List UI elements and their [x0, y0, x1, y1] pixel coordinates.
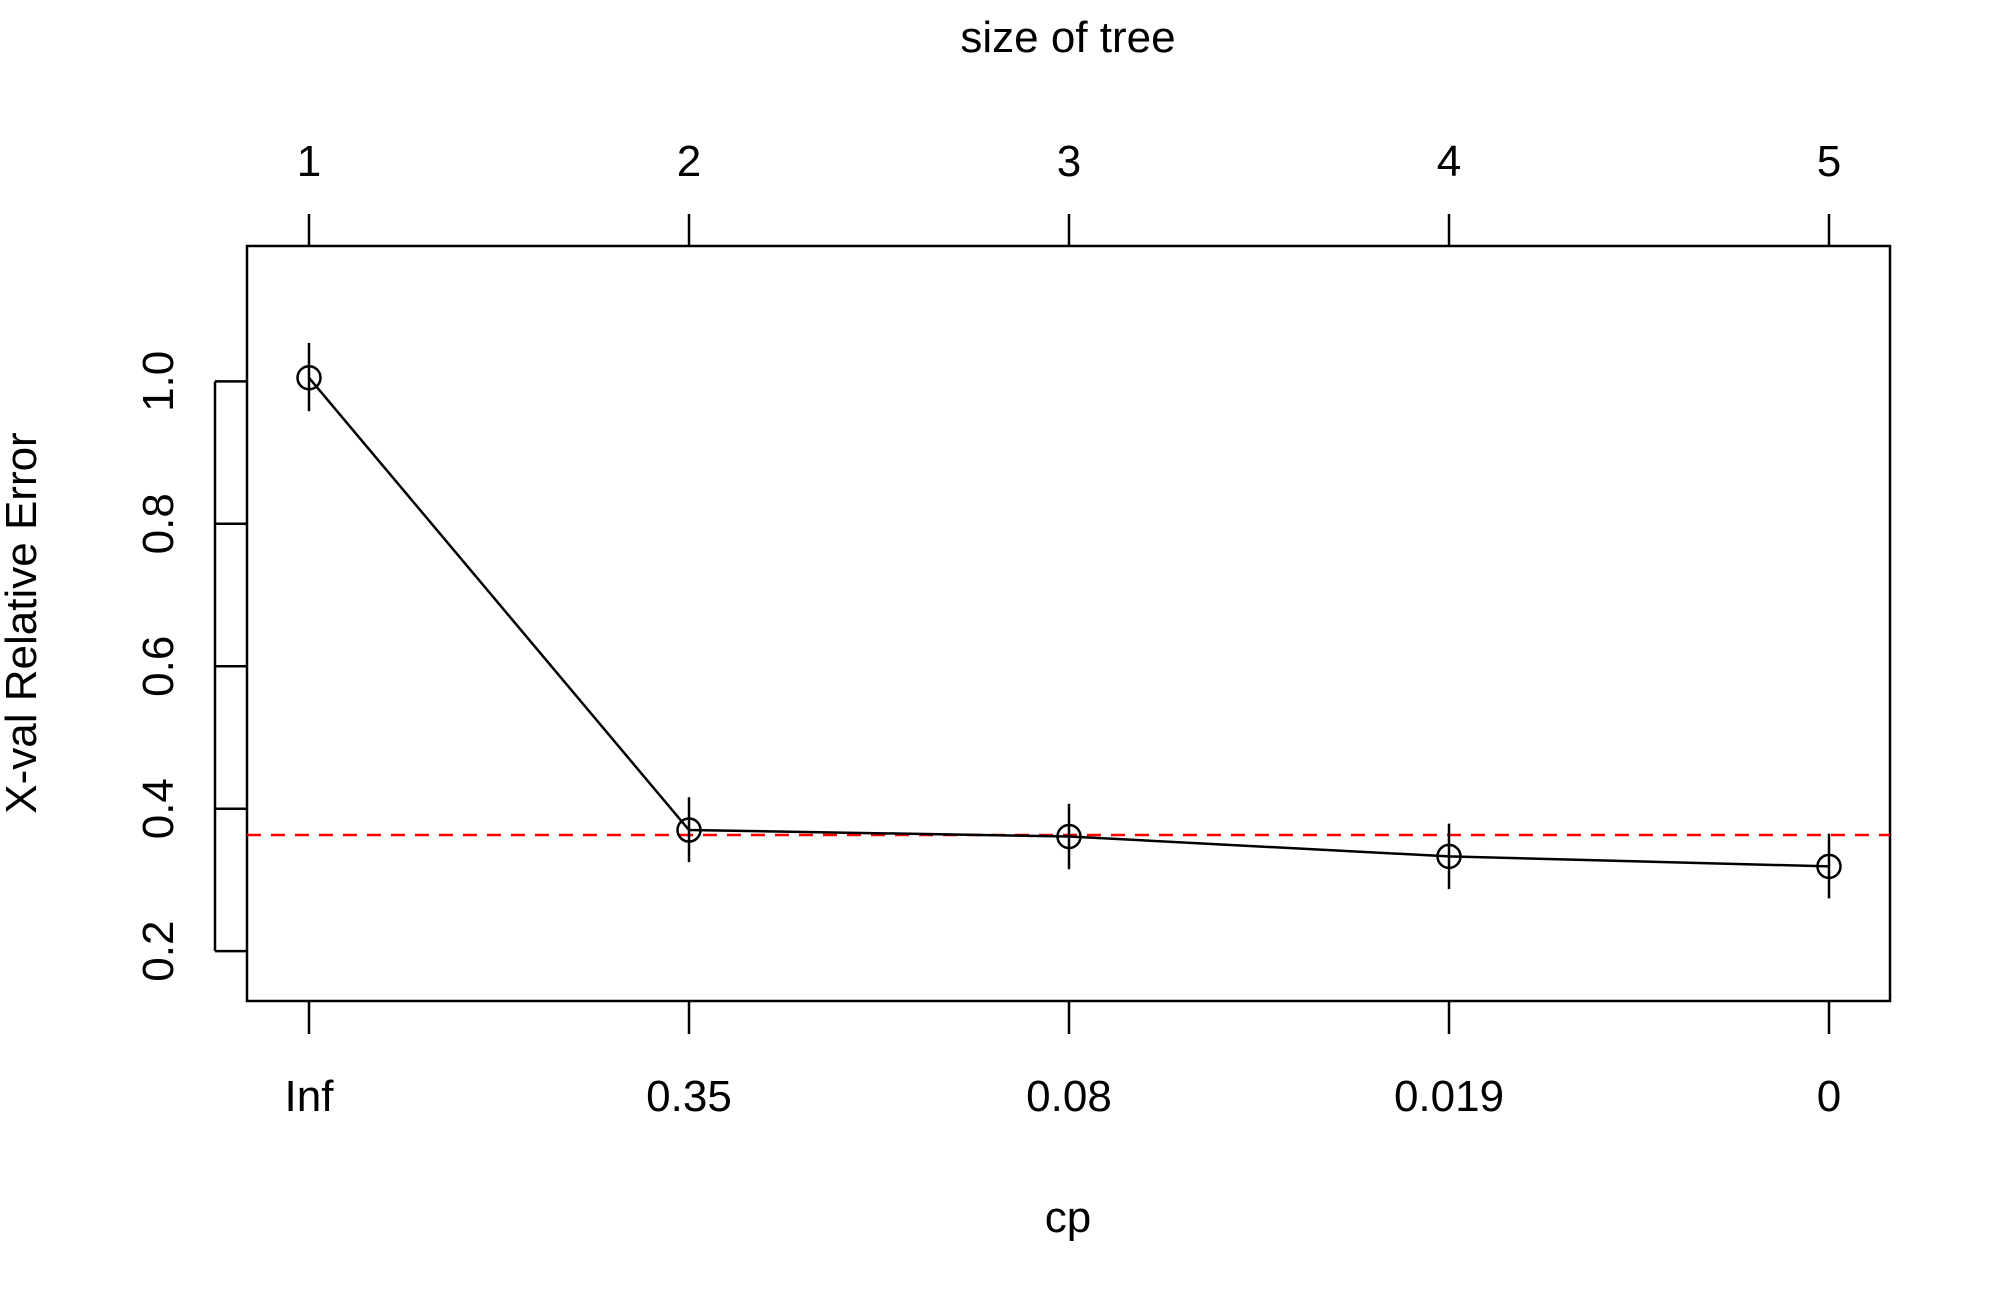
- bottom-tick-label: 0.019: [1394, 1072, 1504, 1121]
- data-point: [1816, 853, 1842, 880]
- top-tick-label: 3: [1057, 137, 1081, 186]
- y-axis-title: X-val Relative Error: [0, 432, 46, 813]
- y-tick-label: 0.2: [134, 921, 183, 982]
- top-tick-label: 4: [1437, 137, 1461, 186]
- bottom-tick-label: 0: [1817, 1072, 1841, 1121]
- data-point: [1056, 823, 1082, 850]
- top-tick-label: 5: [1817, 137, 1841, 186]
- bottom-tick-label: 0.35: [646, 1072, 732, 1121]
- series-layer: [296, 342, 1842, 899]
- y-tick-label: 1.0: [134, 351, 183, 412]
- top-tick-label: 2: [677, 137, 701, 186]
- y-tick-label: 0.6: [134, 636, 183, 697]
- data-point: [296, 365, 322, 391]
- series-line: [308, 376, 1830, 868]
- y-tick-label: 0.8: [134, 493, 183, 554]
- plot-frame: [245, 244, 1892, 1003]
- bottom-axis-ticks: Inf 0.35 0.08 0.019 0: [285, 1001, 1841, 1121]
- data-point: [676, 817, 702, 843]
- left-axis-ticks: 0.2 0.4 0.6 0.8 1.0: [134, 351, 247, 982]
- data-point: [1436, 843, 1462, 870]
- bottom-tick-label: Inf: [285, 1072, 335, 1121]
- top-tick-label: 1: [297, 137, 321, 186]
- x-axis-title: cp: [1045, 1193, 1091, 1242]
- bottom-tick-label: 0.08: [1026, 1072, 1112, 1121]
- top-axis-title: size of tree: [960, 13, 1175, 62]
- y-tick-label: 0.4: [134, 778, 183, 839]
- top-axis-ticks: 1 2 3 4 5: [297, 137, 1841, 246]
